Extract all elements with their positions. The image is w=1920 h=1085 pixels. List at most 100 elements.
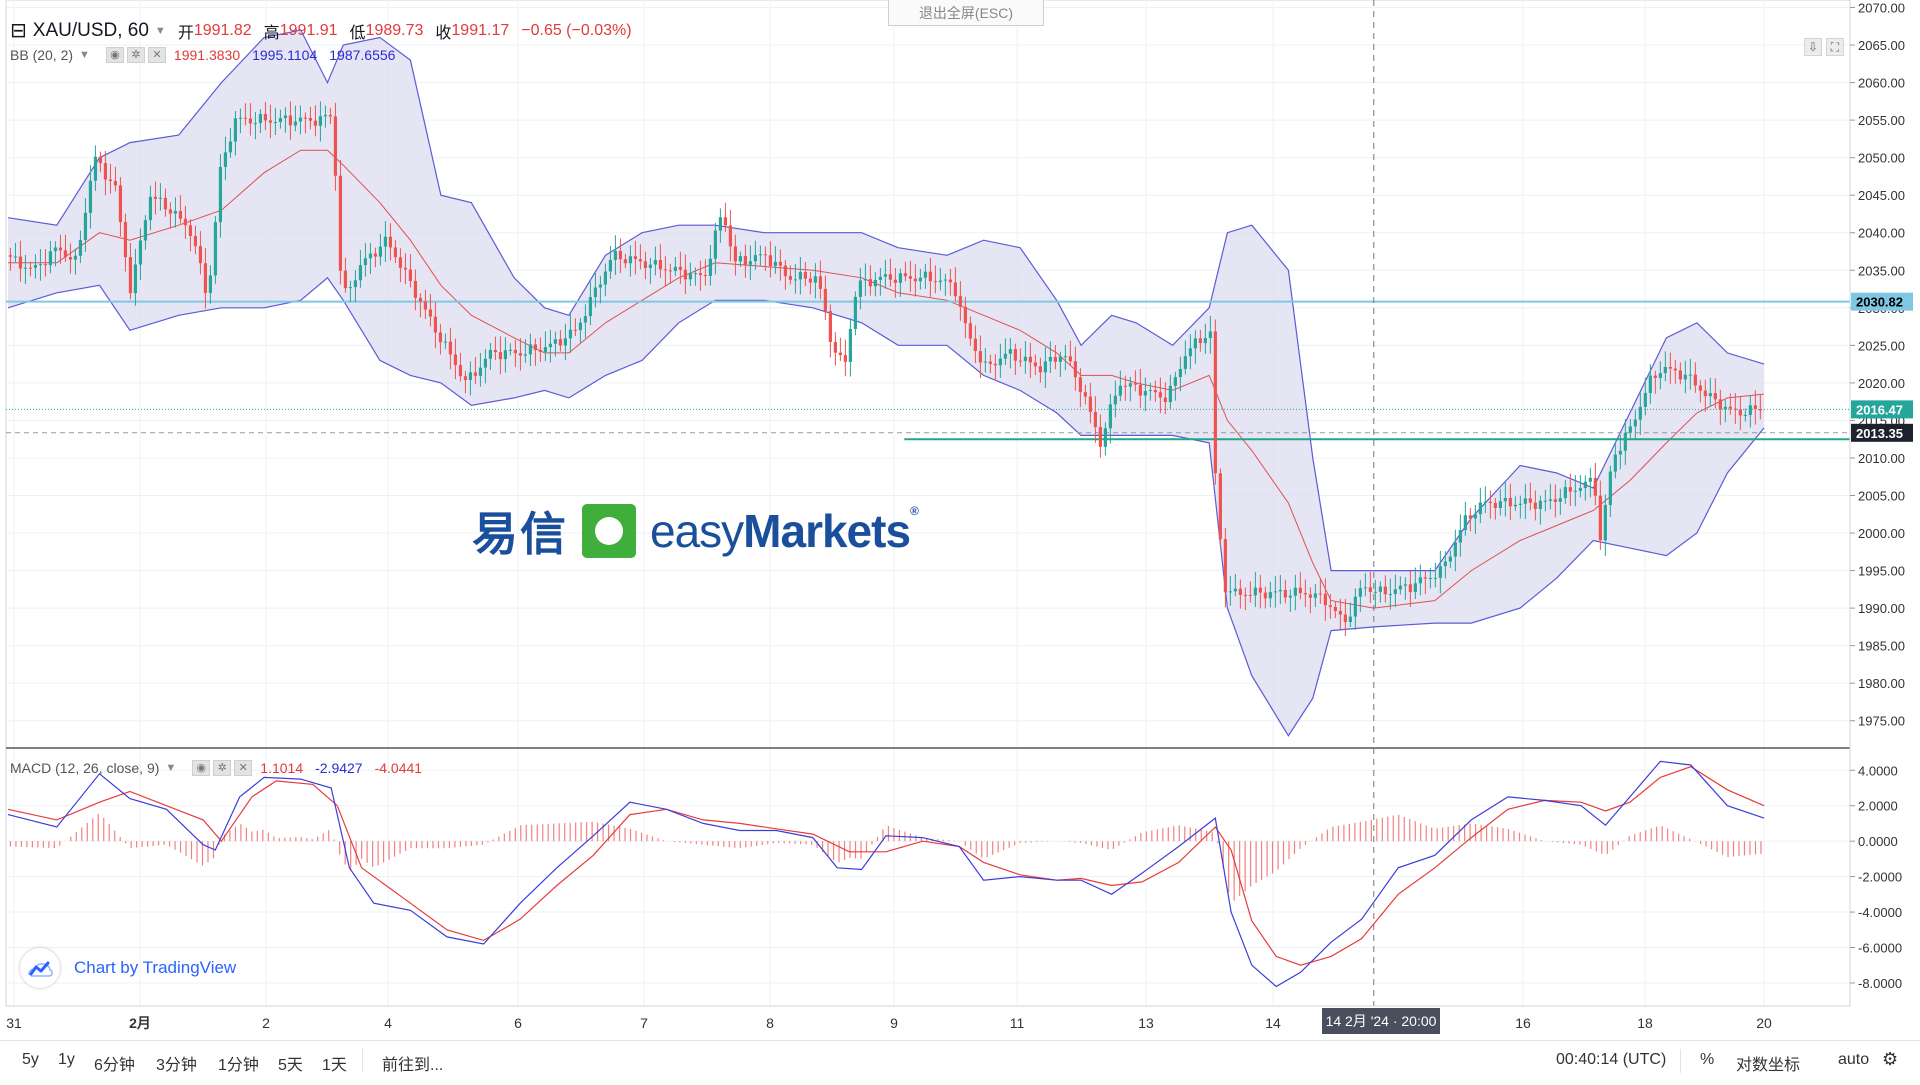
price-tick-label: 2005.00	[1858, 488, 1905, 503]
candle-body	[253, 123, 258, 125]
time-tick-label: 6	[514, 1015, 522, 1031]
range-3min[interactable]: 3分钟	[156, 1057, 197, 1074]
candle-body	[488, 349, 493, 359]
candle-body	[678, 266, 683, 270]
time-tick-label: 4	[384, 1015, 392, 1031]
price-tick-label: 2035.00	[1858, 263, 1905, 278]
chevron-down-icon[interactable]: ▼	[154, 24, 166, 37]
chevron-down-icon[interactable]: ▼	[79, 49, 90, 61]
range-6min[interactable]: 6分钟	[94, 1057, 135, 1074]
macd-name[interactable]: MACD (12, 26, close, 9)	[10, 760, 160, 776]
candle-body	[1718, 399, 1722, 410]
gear-icon[interactable]: ✲	[126, 47, 145, 63]
candle-body	[33, 264, 38, 268]
candle-body	[1123, 385, 1127, 387]
candle-body	[238, 117, 243, 119]
candle-body	[1328, 605, 1332, 607]
candle-body	[1228, 591, 1232, 593]
eye-icon[interactable]: ◉	[105, 47, 124, 63]
candle-body	[763, 254, 767, 256]
candle-body	[583, 316, 588, 323]
candle-body	[1193, 338, 1197, 349]
clock-readout[interactable]: 00:40:14 (UTC)	[1556, 1051, 1667, 1068]
change-value: −0.65 (−0.03%)	[521, 21, 632, 39]
tradingview-badge[interactable]: Chart by TradingView	[20, 948, 236, 988]
candle-body	[788, 276, 792, 280]
candle-body	[903, 273, 907, 277]
candle-body	[1013, 349, 1017, 361]
candle-body	[603, 271, 608, 285]
candle-body	[453, 354, 458, 366]
candle-body	[753, 255, 757, 262]
candle-body	[1603, 504, 1607, 541]
close-icon[interactable]: ✕	[234, 760, 253, 776]
candle-body	[1253, 587, 1257, 596]
candle-body	[428, 309, 433, 317]
candle-body	[108, 179, 113, 182]
candle-body	[1643, 392, 1647, 407]
candle-body	[208, 275, 213, 293]
range-5d[interactable]: 5天	[278, 1057, 303, 1074]
candle-body	[1453, 542, 1457, 557]
candle-body	[1668, 366, 1672, 369]
candle-body	[78, 239, 83, 256]
collapse-icon[interactable]: ⊟	[10, 20, 27, 42]
candle-body	[228, 141, 233, 153]
range-1min[interactable]: 1分钟	[218, 1057, 259, 1074]
last-price-badge	[1851, 400, 1913, 419]
chevron-down-icon[interactable]: ▼	[165, 762, 177, 774]
candle-body	[368, 253, 373, 259]
candle-body	[93, 156, 98, 181]
candle-body	[888, 274, 892, 280]
candle-body	[1693, 374, 1697, 386]
range-5y[interactable]: 5y	[22, 1051, 39, 1068]
bb-name[interactable]: BB (20, 2)	[10, 47, 74, 63]
time-tick-label: 2月	[129, 1015, 151, 1031]
gear-icon[interactable]: ✲	[213, 760, 232, 776]
high-label: 高	[263, 24, 280, 42]
logo-easy: easy	[650, 505, 744, 557]
candle-body	[68, 257, 73, 260]
range-1d[interactable]: 1天	[322, 1057, 347, 1074]
candle-body	[598, 284, 603, 288]
candle-body	[298, 117, 303, 122]
candle-body	[683, 269, 688, 280]
close-icon[interactable]: ✕	[147, 47, 166, 63]
indicator-controls: ◉ ✲ ✕	[105, 47, 166, 63]
range-1y[interactable]: 1y	[58, 1051, 75, 1068]
macd-tick-label: -4.0000	[1858, 905, 1902, 920]
candle-body	[1118, 385, 1122, 396]
goto-button[interactable]: 前往到...	[382, 1057, 444, 1074]
tradingview-label[interactable]: Chart by TradingView	[74, 958, 237, 977]
candle-body	[1483, 501, 1487, 503]
candle-body	[423, 301, 428, 310]
candle-body	[1218, 473, 1222, 540]
settings-gear-icon[interactable]: ⚙	[1882, 1049, 1899, 1069]
candle-body	[163, 197, 168, 210]
candle-body	[148, 196, 153, 221]
candle-body	[1528, 498, 1532, 503]
candle-body	[1083, 392, 1087, 397]
time-tick-label: 8	[766, 1015, 774, 1031]
percent-toggle[interactable]: %	[1700, 1051, 1715, 1068]
candle-body	[1043, 361, 1047, 373]
candle-body	[643, 261, 648, 269]
candle-body	[958, 296, 962, 307]
candle-body	[1638, 406, 1642, 420]
maximize-icon[interactable]: ⛶	[1826, 38, 1844, 56]
eye-icon[interactable]: ◉	[192, 760, 211, 776]
candle-body	[1573, 490, 1577, 492]
candle-body	[508, 349, 513, 351]
log-scale-toggle[interactable]: 对数坐标	[1736, 1057, 1801, 1074]
symbol-title[interactable]: XAU/USD, 60	[32, 19, 149, 41]
logo-mark-icon	[582, 504, 636, 558]
exit-fullscreen-button[interactable]: 退出全屏(ESC)	[888, 0, 1044, 26]
candle-body	[908, 276, 912, 279]
auto-scale-toggle[interactable]: auto	[1838, 1051, 1870, 1068]
candle-body	[993, 363, 997, 366]
arrow-down-icon[interactable]: ⇩	[1804, 38, 1822, 56]
candle-body	[198, 246, 203, 264]
candle-body	[1188, 348, 1192, 357]
macd-tick-label: -6.0000	[1858, 941, 1902, 956]
